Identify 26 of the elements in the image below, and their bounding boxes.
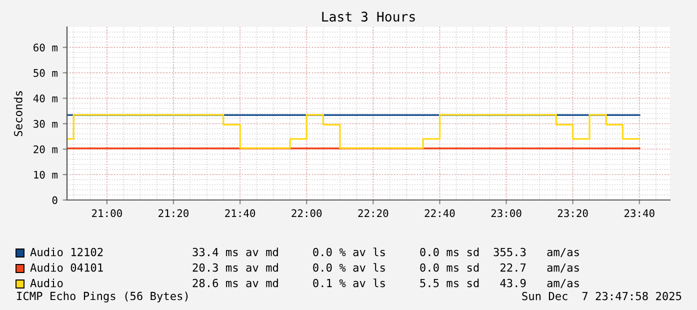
y-tick-label: 60 m	[34, 44, 58, 52]
x-tick-label: 23:00	[491, 209, 522, 218]
x-tick-label: 21:20	[158, 209, 188, 218]
y-tick-label: 0	[52, 196, 58, 204]
y-axis-title: Seconds	[14, 91, 22, 136]
legend-label: Audio	[30, 278, 63, 288]
y-tick-label: 40 m	[33, 94, 58, 102]
x-tick-label: 21:40	[225, 209, 256, 218]
x-tick-label: 21:00	[92, 209, 122, 218]
x-tick-label: 23:20	[558, 209, 588, 218]
x-tick-label: 23:40	[624, 209, 654, 218]
text: Sun Dec 7 23:47:58 2025	[522, 292, 682, 300]
text: 20.3 ms av md 0.0 % av ls 0.0 ms sd 22.7 am/as	[192, 263, 579, 273]
x-tick-label: 22:20	[358, 209, 388, 218]
x-tick-label: 22:00	[292, 209, 322, 218]
y-tick-label: 10 m	[34, 170, 58, 179]
legend-label: Audio 12102	[30, 248, 103, 256]
text: ICMP Echo Pings (56 Bytes)	[17, 292, 188, 302]
text: 33.4 ms av md 0.0 % av ls 0.0 ms sd 355.3 am/as	[192, 248, 579, 258]
y-tick-label: 50 m	[34, 69, 58, 77]
y-tick-label: 20 m	[34, 145, 58, 154]
chart-title: Last 3 Hours	[322, 12, 415, 22]
x-tick-label: 22:40	[424, 209, 455, 218]
legend-label: Audio 04101	[30, 263, 103, 272]
y-tick-label: 30 m	[34, 120, 58, 128]
text: 28.6 ms av md 0.1 % av ls 5.5 ms sd 43.9 am/as	[192, 278, 579, 288]
